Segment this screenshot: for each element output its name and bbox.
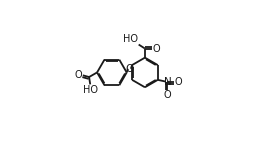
- Text: O: O: [75, 70, 82, 80]
- Text: HO: HO: [123, 34, 138, 44]
- Text: O: O: [164, 90, 171, 100]
- Text: O: O: [125, 64, 134, 74]
- Text: O: O: [174, 77, 182, 87]
- Text: N: N: [164, 77, 171, 87]
- Text: O: O: [153, 44, 161, 54]
- Text: HO: HO: [83, 85, 98, 95]
